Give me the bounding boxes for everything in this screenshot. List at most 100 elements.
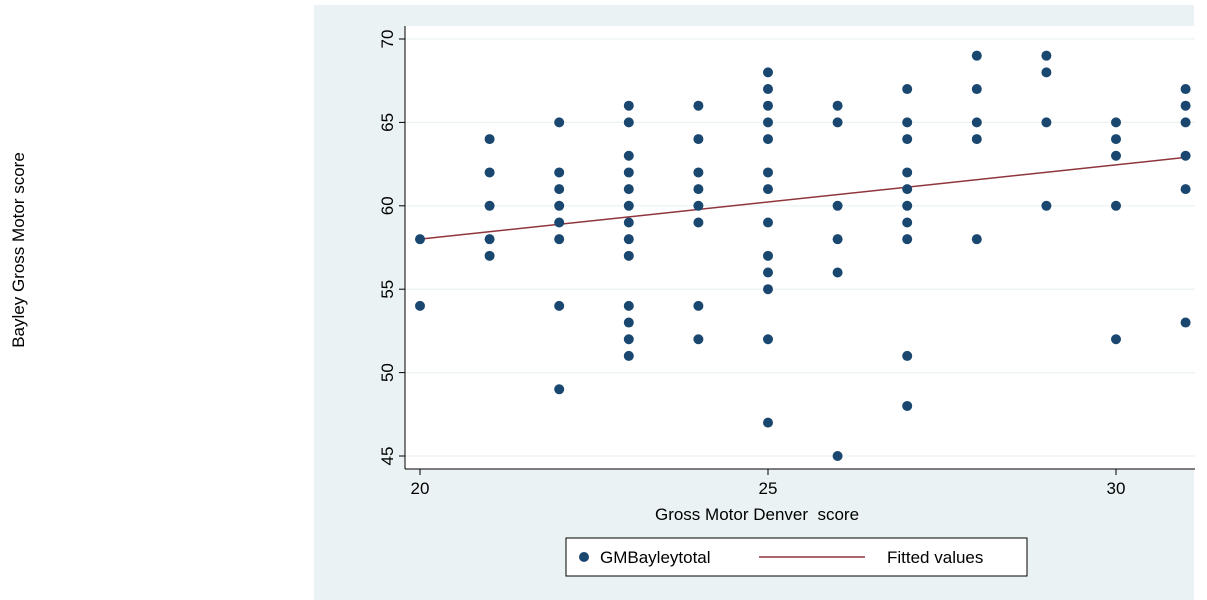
x-tick-label: 30	[1107, 479, 1126, 498]
data-point	[832, 200, 843, 211]
x-tick-label: 25	[759, 479, 778, 498]
data-point	[1041, 50, 1052, 61]
x-axis-title: Gross Motor Denver score	[655, 505, 859, 524]
data-point	[554, 217, 565, 228]
fitted-line-layer	[419, 156, 1186, 240]
data-point	[554, 234, 565, 245]
data-point	[1180, 100, 1191, 111]
legend-label-points: GMBayleytotal	[600, 548, 711, 567]
data-point	[623, 184, 634, 195]
data-point	[623, 200, 634, 211]
data-point	[554, 167, 565, 178]
data-point	[763, 267, 773, 278]
data-point	[484, 200, 495, 211]
data-point	[1180, 317, 1191, 328]
data-point	[763, 417, 773, 428]
legend: GMBayleytotal Fitted values	[565, 537, 1028, 577]
data-point	[484, 167, 495, 178]
data-point	[1111, 200, 1121, 211]
data-point	[971, 234, 982, 245]
data-point	[693, 134, 704, 145]
data-point	[554, 200, 565, 211]
y-tick-label: 45	[378, 447, 397, 466]
data-point	[554, 300, 565, 311]
data-point	[623, 234, 634, 245]
data-point	[902, 184, 913, 195]
data-point	[623, 250, 634, 261]
data-point	[415, 234, 425, 245]
data-point	[971, 134, 982, 145]
data-point	[623, 300, 634, 311]
data-point	[763, 100, 773, 111]
data-point	[971, 117, 982, 128]
data-point	[623, 167, 634, 178]
data-point	[902, 167, 913, 178]
data-point	[832, 234, 843, 245]
y-tick-label: 50	[378, 363, 397, 382]
data-point	[1111, 134, 1121, 145]
data-point	[1180, 117, 1191, 128]
data-point	[484, 250, 495, 261]
legend-label-fit-line: Fitted values	[887, 548, 983, 567]
data-point	[832, 451, 843, 461]
data-point	[763, 134, 773, 145]
data-point	[1111, 117, 1121, 128]
data-point	[554, 384, 565, 395]
data-point	[1180, 184, 1191, 195]
data-point	[1041, 67, 1052, 78]
axes: 45 50 55 60 65 70 20 25 30	[378, 26, 1195, 498]
data-point	[415, 300, 425, 311]
data-point	[623, 217, 634, 228]
data-point	[1180, 84, 1191, 95]
data-point	[623, 350, 634, 361]
data-point	[1041, 200, 1052, 211]
data-point	[484, 234, 495, 245]
fitted-line	[419, 156, 1186, 240]
data-point	[763, 217, 773, 228]
data-point	[763, 334, 773, 345]
data-point	[763, 84, 773, 95]
data-point	[554, 184, 565, 195]
data-point	[902, 400, 913, 411]
y-tick-label: 70	[378, 30, 397, 49]
data-point	[902, 84, 913, 95]
data-point	[902, 134, 913, 145]
legend-marker-points	[579, 552, 589, 562]
data-point	[623, 334, 634, 345]
data-point	[763, 250, 773, 261]
data-point	[484, 134, 495, 145]
data-point	[693, 200, 704, 211]
data-point	[971, 84, 982, 95]
data-point	[693, 334, 704, 345]
data-point	[832, 267, 843, 278]
data-point	[693, 184, 704, 195]
y-tick-label: 55	[378, 280, 397, 299]
data-point	[693, 167, 704, 178]
data-point	[554, 117, 565, 128]
data-point	[693, 100, 704, 111]
data-point	[1111, 334, 1121, 345]
data-point	[763, 284, 773, 295]
data-point	[1111, 150, 1121, 161]
data-point	[763, 184, 773, 195]
data-point	[623, 117, 634, 128]
plot-area	[405, 26, 1195, 469]
data-point	[971, 50, 982, 61]
data-point	[763, 67, 773, 78]
data-point	[763, 167, 773, 178]
data-point	[902, 217, 913, 228]
data-point	[902, 200, 913, 211]
data-point	[623, 100, 634, 111]
data-point	[693, 300, 704, 311]
points-layer	[415, 50, 1191, 461]
data-point	[832, 100, 843, 111]
data-point	[902, 234, 913, 245]
y-axis-title: Bayley Gross Motor score	[9, 152, 28, 348]
data-point	[763, 117, 773, 128]
data-point	[693, 217, 704, 228]
y-tick-label: 65	[378, 113, 397, 132]
data-point	[623, 317, 634, 328]
data-point	[902, 117, 913, 128]
data-point	[1180, 150, 1191, 161]
